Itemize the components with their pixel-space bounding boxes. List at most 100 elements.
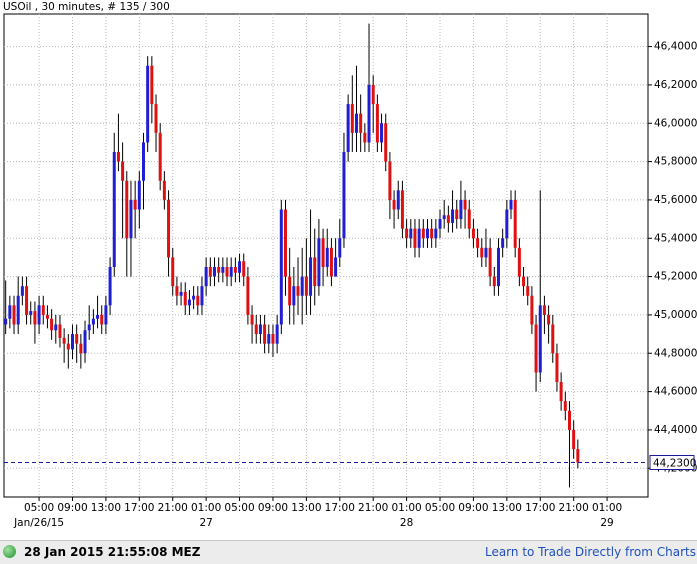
candle-body bbox=[62, 337, 66, 344]
candle-body bbox=[380, 123, 384, 143]
x-tick-label: 09:00 bbox=[57, 502, 87, 514]
x-tick-label: 17:00 bbox=[124, 502, 154, 514]
candle-body bbox=[146, 65, 150, 143]
candle-body bbox=[66, 343, 70, 350]
candle-body bbox=[542, 305, 546, 315]
candle-body bbox=[534, 324, 538, 373]
x-tick-label: 05:00 bbox=[425, 502, 455, 514]
candle-body bbox=[392, 199, 396, 210]
candle-body bbox=[400, 190, 404, 229]
candle-body bbox=[150, 65, 154, 105]
candle-body bbox=[283, 209, 287, 277]
y-tick-label: 45,8000 bbox=[654, 156, 697, 168]
y-tick-label: 45,2000 bbox=[654, 271, 697, 283]
x-tick-label: 13:00 bbox=[91, 502, 121, 514]
candle-body bbox=[70, 334, 74, 350]
trade-link[interactable]: Learn to Trade Directly from Charts bbox=[484, 545, 696, 559]
candle-body bbox=[87, 324, 91, 331]
candle-body bbox=[559, 382, 563, 402]
candle-body bbox=[263, 324, 267, 344]
timestamp: 28 Jan 2015 21:55:08 MEZ bbox=[24, 545, 201, 559]
candle-body bbox=[121, 161, 125, 181]
x-tick-label: 13:00 bbox=[291, 502, 321, 514]
y-tick-label: 46,0000 bbox=[654, 117, 697, 129]
candle-body bbox=[275, 324, 279, 344]
candle-body bbox=[217, 267, 221, 273]
candle-body bbox=[484, 247, 488, 258]
candle-body bbox=[455, 209, 459, 220]
candle-body bbox=[112, 152, 116, 267]
candle-body bbox=[505, 209, 509, 239]
last-price-box bbox=[649, 455, 695, 470]
candle-body bbox=[196, 295, 200, 306]
candle-body bbox=[41, 305, 45, 315]
candle-body bbox=[225, 267, 229, 277]
x-tick-label: 21:00 bbox=[559, 502, 589, 514]
candle-body bbox=[8, 305, 12, 319]
candle-body bbox=[334, 257, 338, 277]
candle-body bbox=[371, 84, 375, 105]
candle-body bbox=[425, 228, 429, 239]
candle-body bbox=[221, 267, 225, 273]
candle-body bbox=[79, 343, 83, 354]
candle-body bbox=[476, 238, 480, 248]
date-label: 28 bbox=[400, 517, 413, 529]
candle-body bbox=[104, 305, 108, 325]
status-bar: 28 Jan 2015 21:55:08 MEZ Learn to Trade … bbox=[0, 540, 697, 564]
candle-body bbox=[162, 180, 166, 200]
candle-body bbox=[446, 215, 450, 223]
candle-body bbox=[321, 238, 325, 267]
candle-body bbox=[526, 286, 530, 296]
candle-body bbox=[396, 190, 400, 210]
candle-body bbox=[409, 228, 413, 239]
x-tick-label: 17:00 bbox=[525, 502, 555, 514]
candle-body bbox=[367, 84, 371, 143]
candle-body bbox=[459, 199, 463, 220]
candle-body bbox=[246, 276, 250, 315]
candle-body bbox=[96, 314, 100, 319]
x-tick-label: 01:00 bbox=[391, 502, 421, 514]
candle-body bbox=[480, 247, 484, 258]
chart: USOil , 30 minutes, # 135 / 300 44,20004… bbox=[3, 1, 697, 529]
candle-body bbox=[154, 104, 158, 133]
candle-body bbox=[37, 305, 41, 325]
candle-body bbox=[16, 295, 20, 325]
x-tick-label: 09:00 bbox=[458, 502, 488, 514]
candle-body bbox=[267, 334, 271, 344]
candle-body bbox=[471, 228, 475, 239]
candle-body bbox=[125, 180, 129, 239]
candle-body bbox=[522, 276, 526, 287]
candle-body bbox=[233, 267, 237, 273]
date-label: Jan/26/15 bbox=[13, 517, 64, 529]
y-tick-label: 46,2000 bbox=[654, 79, 697, 91]
candle-body bbox=[25, 286, 29, 315]
candle-body bbox=[421, 228, 425, 239]
x-tick-label: 09:00 bbox=[258, 502, 288, 514]
candle-body bbox=[254, 324, 258, 335]
candle-body bbox=[4, 318, 8, 325]
candle-body bbox=[576, 449, 580, 463]
x-tick-label: 17:00 bbox=[325, 502, 355, 514]
candle-body bbox=[279, 209, 283, 325]
candle-body bbox=[167, 199, 171, 258]
candle-body bbox=[208, 267, 212, 277]
candle-body bbox=[229, 267, 233, 277]
candle-body bbox=[179, 291, 183, 296]
candle-body bbox=[405, 228, 409, 239]
candle-body bbox=[175, 286, 179, 296]
candle-body bbox=[375, 104, 379, 143]
candle-body bbox=[192, 295, 196, 300]
x-tick-label: 13:00 bbox=[492, 502, 522, 514]
y-tick-label: 45,6000 bbox=[654, 194, 697, 206]
candle-body bbox=[108, 267, 112, 306]
candle-body bbox=[346, 104, 350, 152]
candle-body bbox=[288, 276, 292, 306]
y-tick-label: 44,4000 bbox=[654, 424, 697, 436]
candle-body bbox=[329, 247, 333, 277]
candle-body bbox=[129, 199, 133, 239]
y-tick-label: 44,8000 bbox=[654, 347, 697, 359]
candle-body bbox=[342, 152, 346, 239]
candle-body bbox=[496, 247, 500, 287]
candle-body bbox=[187, 299, 191, 306]
